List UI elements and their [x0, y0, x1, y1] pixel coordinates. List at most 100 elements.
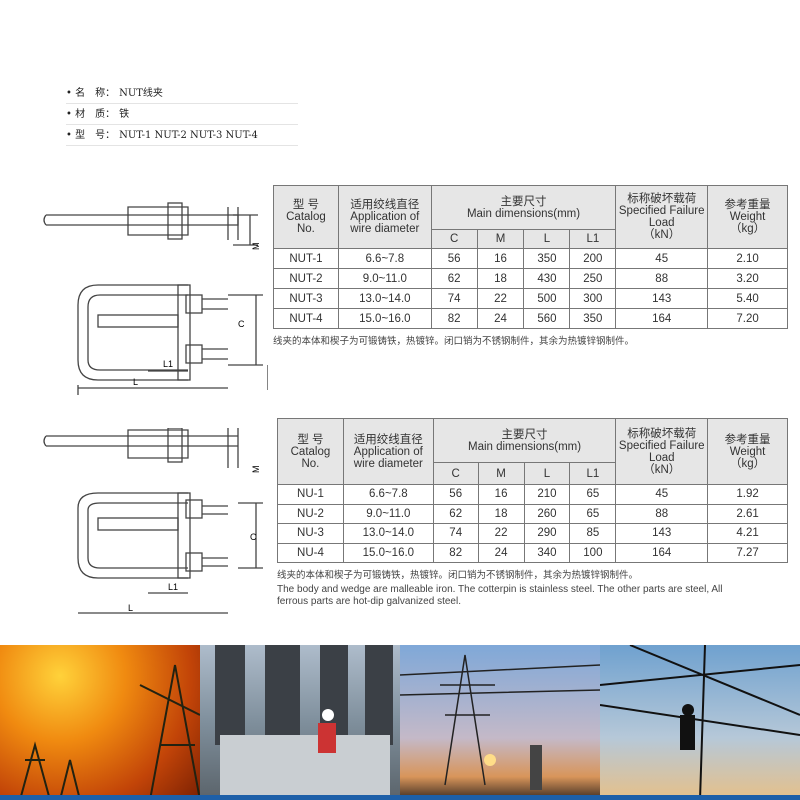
table-cell: 2.61: [707, 503, 788, 524]
table-cell: 210: [523, 484, 571, 505]
header-dim-col: L: [523, 462, 571, 485]
header-failure-load: 标称破坏载荷 Specified Failure Load （kN）: [615, 418, 709, 485]
table-cell: 6.6~7.8: [342, 484, 434, 505]
table-cell: NUT-2: [273, 268, 339, 289]
table-cell: NU-1: [277, 484, 344, 505]
table-cell: 7.20: [707, 308, 788, 329]
table-cell: 13.0~14.0: [342, 523, 434, 544]
table-row: NUT-3 13.0~14.0 74 22 500 300 143 5.40: [273, 288, 788, 309]
spec-value: NUT线夹: [119, 88, 163, 99]
table-cell: 18: [476, 268, 525, 289]
table-cell: 164: [615, 542, 709, 563]
header-dim-col: C: [430, 229, 478, 249]
table-cell: 1.92: [707, 484, 788, 505]
table-cell: 24: [476, 308, 525, 329]
header-wire-diameter: 适用绞线直径 Application of wire diameter: [337, 185, 432, 249]
table-cell: 65: [569, 503, 617, 524]
header-dim-col: C: [432, 462, 479, 485]
nut-spec-table: 型 号 Catalog No. 适用绞线直径 Application of wir…: [273, 185, 788, 329]
table-cell: 45: [615, 248, 709, 269]
table-cell: 13.0~14.0: [337, 288, 432, 309]
dim-label-m: M: [251, 466, 261, 474]
dim-label-l: L: [133, 377, 138, 387]
table-cell: 560: [523, 308, 571, 329]
photo-pylon-dusk: [400, 645, 600, 800]
table1-note: 线夹的本体和楔子为可锻铸铁，热镀锌。闭口销为不锈钢制件，其余为热镀锌钢制件。: [273, 336, 635, 347]
table-cell: NUT-4: [273, 308, 339, 329]
header-failure-load: 标称破坏载荷 Specified Failure Load （kN）: [615, 185, 709, 249]
table-cell: 350: [523, 248, 571, 269]
table-cell: 82: [430, 308, 478, 329]
spec-material: • 材 质：铁: [66, 105, 298, 125]
table-cell: 62: [430, 268, 478, 289]
spec-key: 名 称：: [75, 88, 116, 99]
table-row: NU-2 9.0~11.0 62 18 260 65 88 2.61: [277, 503, 788, 524]
header-dim-col: M: [476, 229, 525, 249]
table-cell: 56: [430, 248, 478, 269]
table-cell: 143: [615, 523, 709, 544]
table-cell: 350: [569, 308, 617, 329]
header-dim-col: L1: [569, 229, 617, 249]
table-cell: 74: [432, 523, 479, 544]
table-cell: 430: [523, 268, 571, 289]
table-cell: 250: [569, 268, 617, 289]
table-row: NU-1 6.6~7.8 56 16 210 65 45 1.92: [277, 484, 788, 505]
table-cell: 65: [569, 484, 617, 505]
table-cell: NUT-1: [273, 248, 339, 269]
table-cell: 500: [523, 288, 571, 309]
table-cell: 22: [477, 523, 525, 544]
photo-lineman-on-pole: [600, 645, 800, 800]
header-dim-col: M: [477, 462, 525, 485]
table-cell: 4.21: [707, 523, 788, 544]
table-cell: 9.0~11.0: [337, 268, 432, 289]
table-cell: 74: [430, 288, 478, 309]
spec-value: 铁: [119, 109, 130, 120]
accent-bar: [0, 795, 800, 800]
nut-clamp-drawing-1: M C L L1: [43, 202, 268, 395]
table-cell: 82: [432, 542, 479, 563]
table-cell: 16: [477, 484, 525, 505]
table-cell: 260: [523, 503, 571, 524]
spec-key: 材 质：: [75, 109, 116, 120]
spec-value: NUT-1 NUT-2 NUT-3 NUT-4: [119, 130, 258, 141]
table-cell: 15.0~16.0: [342, 542, 434, 563]
table2-note-cn: 线夹的本体和楔子为可锻铸铁，热镀锌。闭口销为不锈钢制件，其余为热镀锌钢制件。: [277, 570, 639, 581]
table-cell: NU-4: [277, 542, 344, 563]
table-cell: 88: [615, 268, 709, 289]
header-dim-col: L: [523, 229, 571, 249]
header-dim-col: L1: [569, 462, 617, 485]
spec-model: • 型 号： NUT-1 NUT-2 NUT-3 NUT-4: [66, 126, 298, 146]
table-cell: 15.0~16.0: [337, 308, 432, 329]
nu-spec-table: 型 号 Catalog No. 适用绞线直径 Application of wir…: [277, 418, 788, 563]
spec-name: • 名 称： NUT线夹: [66, 84, 298, 104]
table-cell: 9.0~11.0: [342, 503, 434, 524]
dim-label-c: C: [250, 532, 257, 542]
table-cell: 24: [477, 542, 525, 563]
table-cell: 200: [569, 248, 617, 269]
table-cell: 290: [523, 523, 571, 544]
table-cell: 85: [569, 523, 617, 544]
dim-label-l1: L1: [163, 359, 173, 369]
nu-clamp-drawing-2: M C L L1: [43, 428, 263, 614]
dim-label-l: L: [128, 603, 133, 613]
table-cell: 16: [476, 248, 525, 269]
table-cell: 5.40: [707, 288, 788, 309]
spec-key: 型 号：: [75, 130, 116, 141]
table-row: NUT-2 9.0~11.0 62 18 430 250 88 3.20: [273, 268, 788, 289]
header-catalog: 型 号 Catalog No.: [277, 418, 344, 485]
table-cell: 6.6~7.8: [337, 248, 432, 269]
table-cell: 62: [432, 503, 479, 524]
table-cell: 7.27: [707, 542, 788, 563]
photo-transmission-towers-sunset: [0, 645, 200, 800]
table-row: NU-4 15.0~16.0 82 24 340 100 164 7.27: [277, 542, 788, 563]
table-cell: 88: [615, 503, 709, 524]
table-cell: 56: [432, 484, 479, 505]
table-row: NU-3 13.0~14.0 74 22 290 85 143 4.21: [277, 523, 788, 544]
table-cell: 3.20: [707, 268, 788, 289]
photo-substation-worker: [200, 645, 400, 800]
table-cell: 143: [615, 288, 709, 309]
table-cell: 340: [523, 542, 571, 563]
table-cell: NUT-3: [273, 288, 339, 309]
dim-label-l1: L1: [168, 582, 178, 592]
table-cell: 2.10: [707, 248, 788, 269]
